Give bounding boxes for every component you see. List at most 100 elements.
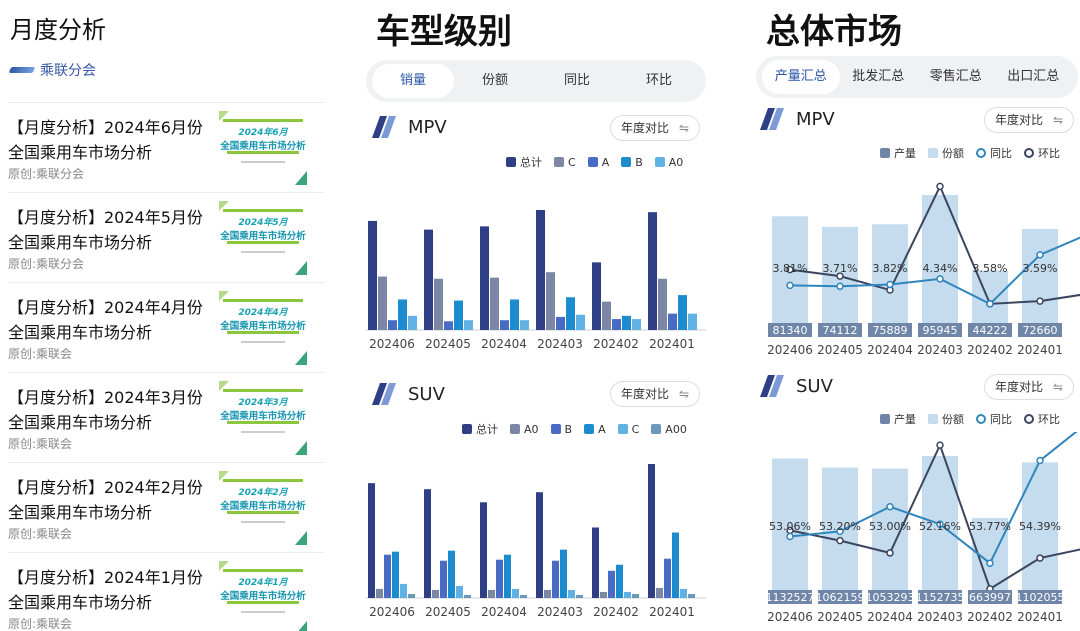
bar bbox=[680, 588, 687, 598]
legend-item: 同比 bbox=[976, 145, 1012, 161]
article-title-line2: 全国乘用车市场分析 bbox=[8, 323, 153, 342]
bar bbox=[434, 278, 443, 330]
tab-0[interactable]: 产量汇总 bbox=[762, 60, 840, 94]
article-title-line2: 全国乘用车市场分析 bbox=[8, 413, 153, 432]
article-title-line2: 全国乘用车市场分析 bbox=[8, 503, 153, 522]
legend-label: 份额 bbox=[942, 147, 964, 160]
bar bbox=[668, 313, 677, 330]
article-item[interactable]: 【月度分析】2024年3月份 全国乘用车市场分析 原创:乘联会 2024年3月 全国乘用… bbox=[8, 372, 324, 462]
x-tick-label: 202404 bbox=[481, 337, 527, 351]
legend-marker bbox=[976, 414, 986, 424]
swap-icon: ⇋ bbox=[1053, 113, 1064, 127]
bar bbox=[576, 594, 583, 598]
bar bbox=[576, 314, 585, 330]
bar bbox=[568, 589, 575, 598]
dropdown-label: 年度对比 bbox=[995, 113, 1044, 127]
tab-1[interactable]: 批发汇总 bbox=[852, 69, 905, 84]
mpv-market-dropdown[interactable]: 年度对比 ⇋ bbox=[984, 107, 1075, 133]
bar bbox=[566, 297, 575, 330]
article-list: 【月度分析】2024年6月份 全国乘用车市场分析 原创:乘联分会 2024年6月 全国乘… bbox=[8, 102, 324, 631]
legend-item: 总计 bbox=[462, 421, 498, 437]
bar bbox=[392, 551, 399, 598]
mom-line-point bbox=[1036, 297, 1044, 305]
legend-item: 同比 bbox=[976, 411, 1012, 427]
mom-line-point bbox=[1036, 554, 1044, 562]
mpv-compare-dropdown[interactable]: 年度对比 ⇋ bbox=[610, 115, 701, 141]
tab-2[interactable]: 零售汇总 bbox=[929, 69, 982, 84]
thumb-month: 2024年6月 bbox=[238, 128, 288, 138]
thumb-subtitle-line bbox=[241, 611, 285, 613]
yoy-line-point bbox=[1036, 456, 1044, 465]
x-tick-label: 202405 bbox=[817, 343, 863, 357]
share-label: 4.34% bbox=[923, 262, 958, 275]
article-title: 【月度分析】2024年3月份 全国乘用车市场分析 bbox=[8, 385, 213, 435]
bar bbox=[456, 585, 463, 598]
article-title: 【月度分析】2024年2月份 全国乘用车市场分析 bbox=[8, 475, 213, 525]
suv-market-combo-chart: 53.06% 53.20% 53.00% 52.16% 53.77% 54.39% 1132… bbox=[766, 432, 1080, 624]
bar bbox=[500, 320, 509, 330]
production-bar bbox=[822, 226, 858, 335]
source-account[interactable]: 乘联分会 bbox=[8, 60, 96, 80]
tab-2[interactable]: 同比 bbox=[563, 73, 590, 88]
bar bbox=[600, 591, 607, 598]
suv-class-legend: 总计 A0 B A C A00 bbox=[462, 421, 687, 437]
thumb-month: 2024年1月 bbox=[238, 578, 288, 588]
legend-label: 产量 bbox=[894, 147, 916, 160]
bar bbox=[664, 558, 671, 598]
article-item[interactable]: 【月度分析】2024年4月份 全国乘用车市场分析 原创:乘联会 2024年4月 全国乘用… bbox=[8, 282, 324, 372]
thumb-corner-decoration bbox=[295, 441, 307, 455]
share-label: 53.00% bbox=[869, 520, 911, 533]
bar bbox=[510, 299, 519, 330]
article-item[interactable]: 【月度分析】2024年2月份 全国乘用车市场分析 原创:乘联会 2024年2月 全国乘用… bbox=[8, 462, 324, 552]
thumb-green-bar bbox=[227, 241, 299, 244]
tab-3[interactable]: 环比 bbox=[645, 73, 672, 88]
production-value: 81340 bbox=[773, 324, 808, 337]
tab-1[interactable]: 份额 bbox=[481, 73, 508, 88]
overall-market-panel: 总体市场 产量汇总 批发汇总 零售汇总 出口汇总 MPV 年度对比 ⇋ 产量 份额 同比环… bbox=[750, 0, 1080, 631]
suv-compare-dropdown[interactable]: 年度对比 ⇋ bbox=[610, 381, 701, 407]
x-tick-label: 202404 bbox=[481, 605, 527, 619]
suv-market-title: SUV bbox=[796, 375, 833, 397]
legend-swatch bbox=[587, 157, 598, 167]
article-item[interactable]: 【月度分析】2024年1月份 全国乘用车市场分析 原创:乘联会 2024年1月 全国乘用… bbox=[8, 552, 324, 631]
production-value-bg bbox=[968, 323, 1012, 337]
bar bbox=[448, 550, 455, 598]
article-title: 【月度分析】2024年4月份 全国乘用车市场分析 bbox=[8, 295, 213, 345]
share-label: 53.20% bbox=[819, 520, 861, 533]
article-title-line1: 【月度分析】2024年6月份 bbox=[8, 118, 203, 137]
thumb-title: 全国乘用车市场分析 bbox=[220, 591, 306, 602]
bar bbox=[556, 316, 565, 330]
suv-market-dropdown[interactable]: 年度对比 ⇋ bbox=[984, 374, 1075, 400]
legend-item: A0 bbox=[510, 423, 539, 436]
thumb-green-bar bbox=[227, 511, 299, 514]
production-value: 44222 bbox=[973, 324, 1008, 337]
bar bbox=[648, 212, 657, 330]
legend-label: 同比 bbox=[990, 147, 1012, 160]
thumb-green-bar bbox=[223, 299, 303, 302]
legend-item: A bbox=[584, 423, 606, 436]
legend-label: 环比 bbox=[1038, 147, 1060, 160]
legend-swatch bbox=[550, 424, 561, 434]
share-label: 3.82% bbox=[873, 262, 908, 275]
bar bbox=[672, 532, 679, 598]
article-title-line2: 全国乘用车市场分析 bbox=[8, 593, 153, 612]
yoy-line-point bbox=[936, 275, 944, 283]
dropdown-label: 年度对比 bbox=[621, 387, 670, 401]
thumb-corner-decoration bbox=[295, 171, 307, 185]
production-value-bg bbox=[918, 323, 962, 337]
mpv-class-bar-chart: 202406 202405 202404 202403 202402 202401 bbox=[366, 210, 706, 351]
thumb-subtitle-line bbox=[241, 161, 285, 163]
production-bar bbox=[1022, 228, 1058, 335]
thumb-green-bar bbox=[223, 209, 303, 212]
bar bbox=[536, 492, 543, 598]
tab-0[interactable]: 销量 bbox=[372, 64, 454, 98]
article-item[interactable]: 【月度分析】2024年5月份 全国乘用车市场分析 原创:乘联分会 2024年5月 全国乘… bbox=[8, 192, 324, 282]
yoy-line-point bbox=[986, 559, 994, 567]
mpv-market-header: MPV bbox=[759, 108, 835, 130]
suv-market-legend: 产量 份额 同比 环比 bbox=[880, 411, 1060, 427]
tab-3[interactable]: 出口汇总 bbox=[1007, 69, 1060, 84]
article-item[interactable]: 【月度分析】2024年6月份 全国乘用车市场分析 原创:乘联分会 2024年6月 全国乘… bbox=[8, 102, 324, 192]
source-account-name: 乘联分会 bbox=[40, 63, 96, 79]
bar bbox=[624, 591, 631, 598]
article-title-line1: 【月度分析】2024年2月份 bbox=[8, 478, 203, 497]
